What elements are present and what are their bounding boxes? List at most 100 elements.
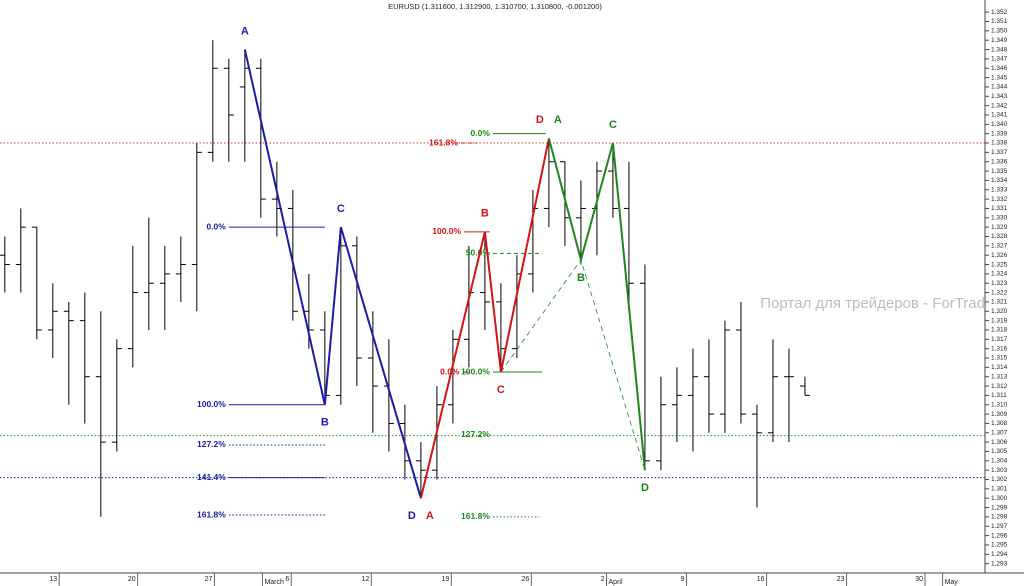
y-tick-label: 1.335 [991, 168, 1008, 175]
pattern-point-label: C [497, 384, 505, 396]
y-tick-label: 1.323 [991, 280, 1008, 287]
y-tick-label: 1.348 [991, 46, 1008, 53]
y-tick-label: 1.312 [991, 383, 1008, 390]
y-tick-label: 1.293 [991, 560, 1008, 567]
y-tick-label: 1.305 [991, 448, 1008, 455]
y-tick-label: 1.328 [991, 233, 1008, 240]
x-tick-label: 19 [441, 576, 449, 583]
y-tick-label: 1.337 [991, 149, 1008, 156]
y-tick-label: 1.296 [991, 532, 1008, 539]
y-tick-label: 1.295 [991, 542, 1008, 549]
pattern-line [419, 138, 550, 499]
level-label: 100.0% [197, 399, 226, 409]
y-tick-label: 1.325 [991, 261, 1008, 268]
pattern-line [547, 138, 646, 471]
y-tick-label: 1.333 [991, 186, 1008, 193]
x-tick-label: 26 [522, 576, 530, 583]
y-tick-label: 1.352 [991, 9, 1008, 16]
level-label: 161.8% [197, 509, 226, 519]
y-tick-label: 1.316 [991, 345, 1008, 352]
month-label: May [945, 579, 959, 586]
x-tick-label: 6 [285, 576, 289, 583]
y-tick-label: 1.338 [991, 140, 1008, 147]
y-tick-label: 1.314 [991, 364, 1008, 371]
y-tick-label: 1.308 [991, 420, 1008, 427]
level-label: 141.4% [197, 472, 226, 482]
y-tick-label: 1.317 [991, 336, 1008, 343]
y-tick-label: 1.318 [991, 327, 1008, 334]
x-tick-label: 16 [757, 576, 765, 583]
y-tick-label: 1.346 [991, 65, 1008, 72]
chart-title: EURUSD (1.311600, 1.312900, 1.310700, 1.… [388, 2, 602, 11]
pattern-point-label: B [481, 208, 489, 220]
pattern-point-label: A [426, 510, 434, 522]
y-tick-label: 1.350 [991, 28, 1008, 35]
y-tick-label: 1.302 [991, 476, 1008, 483]
x-tick-label: 30 [915, 576, 923, 583]
level-label: 50.0% [466, 248, 491, 258]
y-tick-label: 1.344 [991, 84, 1008, 91]
y-tick-label: 1.298 [991, 514, 1008, 521]
pattern-point-label: D [536, 114, 544, 126]
y-tick-label: 1.341 [991, 112, 1008, 119]
y-tick-label: 1.339 [991, 130, 1008, 137]
y-tick-label: 1.334 [991, 177, 1008, 184]
y-tick-label: 1.351 [991, 18, 1008, 25]
y-tick-label: 1.315 [991, 355, 1008, 362]
level-label: 100.0% [461, 366, 490, 376]
y-tick-label: 1.343 [991, 93, 1008, 100]
y-tick-label: 1.303 [991, 467, 1008, 474]
pattern-point-label: B [321, 417, 329, 429]
y-tick-label: 1.322 [991, 289, 1008, 296]
y-tick-label: 1.340 [991, 121, 1008, 128]
x-axis-panel [0, 573, 985, 586]
level-label: 100.0% [432, 226, 461, 236]
y-tick-label: 1.309 [991, 411, 1008, 418]
level-label: 0.0% [471, 128, 491, 138]
pattern-point-label: C [609, 119, 617, 131]
level-label: 127.2% [197, 439, 226, 449]
pattern-point-label: D [641, 482, 649, 494]
y-tick-label: 1.320 [991, 308, 1008, 315]
y-tick-label: 1.299 [991, 504, 1008, 511]
y-tick-label: 1.332 [991, 196, 1008, 203]
y-tick-label: 1.327 [991, 243, 1008, 250]
pattern-point-label: A [554, 114, 562, 126]
x-tick-label: 20 [128, 576, 136, 583]
y-tick-label: 1.301 [991, 486, 1008, 493]
x-tick-label: 2 [601, 576, 605, 583]
y-tick-label: 1.336 [991, 158, 1008, 165]
level-label: 127.2% [461, 429, 490, 439]
y-tick-label: 1.311 [991, 392, 1007, 399]
y-tick-label: 1.310 [991, 401, 1008, 408]
y-tick-label: 1.304 [991, 458, 1008, 465]
pattern-line [243, 49, 422, 499]
x-tick-label: 12 [361, 576, 369, 583]
y-tick-label: 1.306 [991, 439, 1008, 446]
y-tick-label: 1.345 [991, 74, 1008, 81]
x-tick-label: 13 [49, 576, 57, 583]
y-tick-label: 1.300 [991, 495, 1008, 502]
x-tick-label: 23 [837, 576, 845, 583]
x-tick-label: 9 [681, 576, 685, 583]
y-tick-label: 1.313 [991, 373, 1008, 380]
y-tick-label: 1.349 [991, 37, 1008, 44]
pattern-point-label: B [577, 272, 585, 284]
level-label: 161.8% [461, 511, 490, 521]
level-label: 0.0% [206, 221, 226, 231]
level-label: 0.0% [440, 366, 460, 376]
y-tick-label: 1.294 [991, 551, 1008, 558]
watermark: Портал для трейдеров - ForTrader.ru [760, 295, 1015, 312]
y-tick-label: 1.342 [991, 102, 1008, 109]
pattern-point-label: D [408, 510, 416, 522]
y-tick-label: 1.329 [991, 224, 1008, 231]
y-tick-label: 1.331 [991, 205, 1008, 212]
level-label: 161.8% [429, 137, 458, 147]
pattern-point-label: A [241, 25, 249, 37]
x-tick-label: 27 [205, 576, 213, 583]
y-tick-label: 1.307 [991, 430, 1008, 437]
y-tick-label: 1.324 [991, 271, 1008, 278]
y-tick-label: 1.326 [991, 252, 1008, 259]
